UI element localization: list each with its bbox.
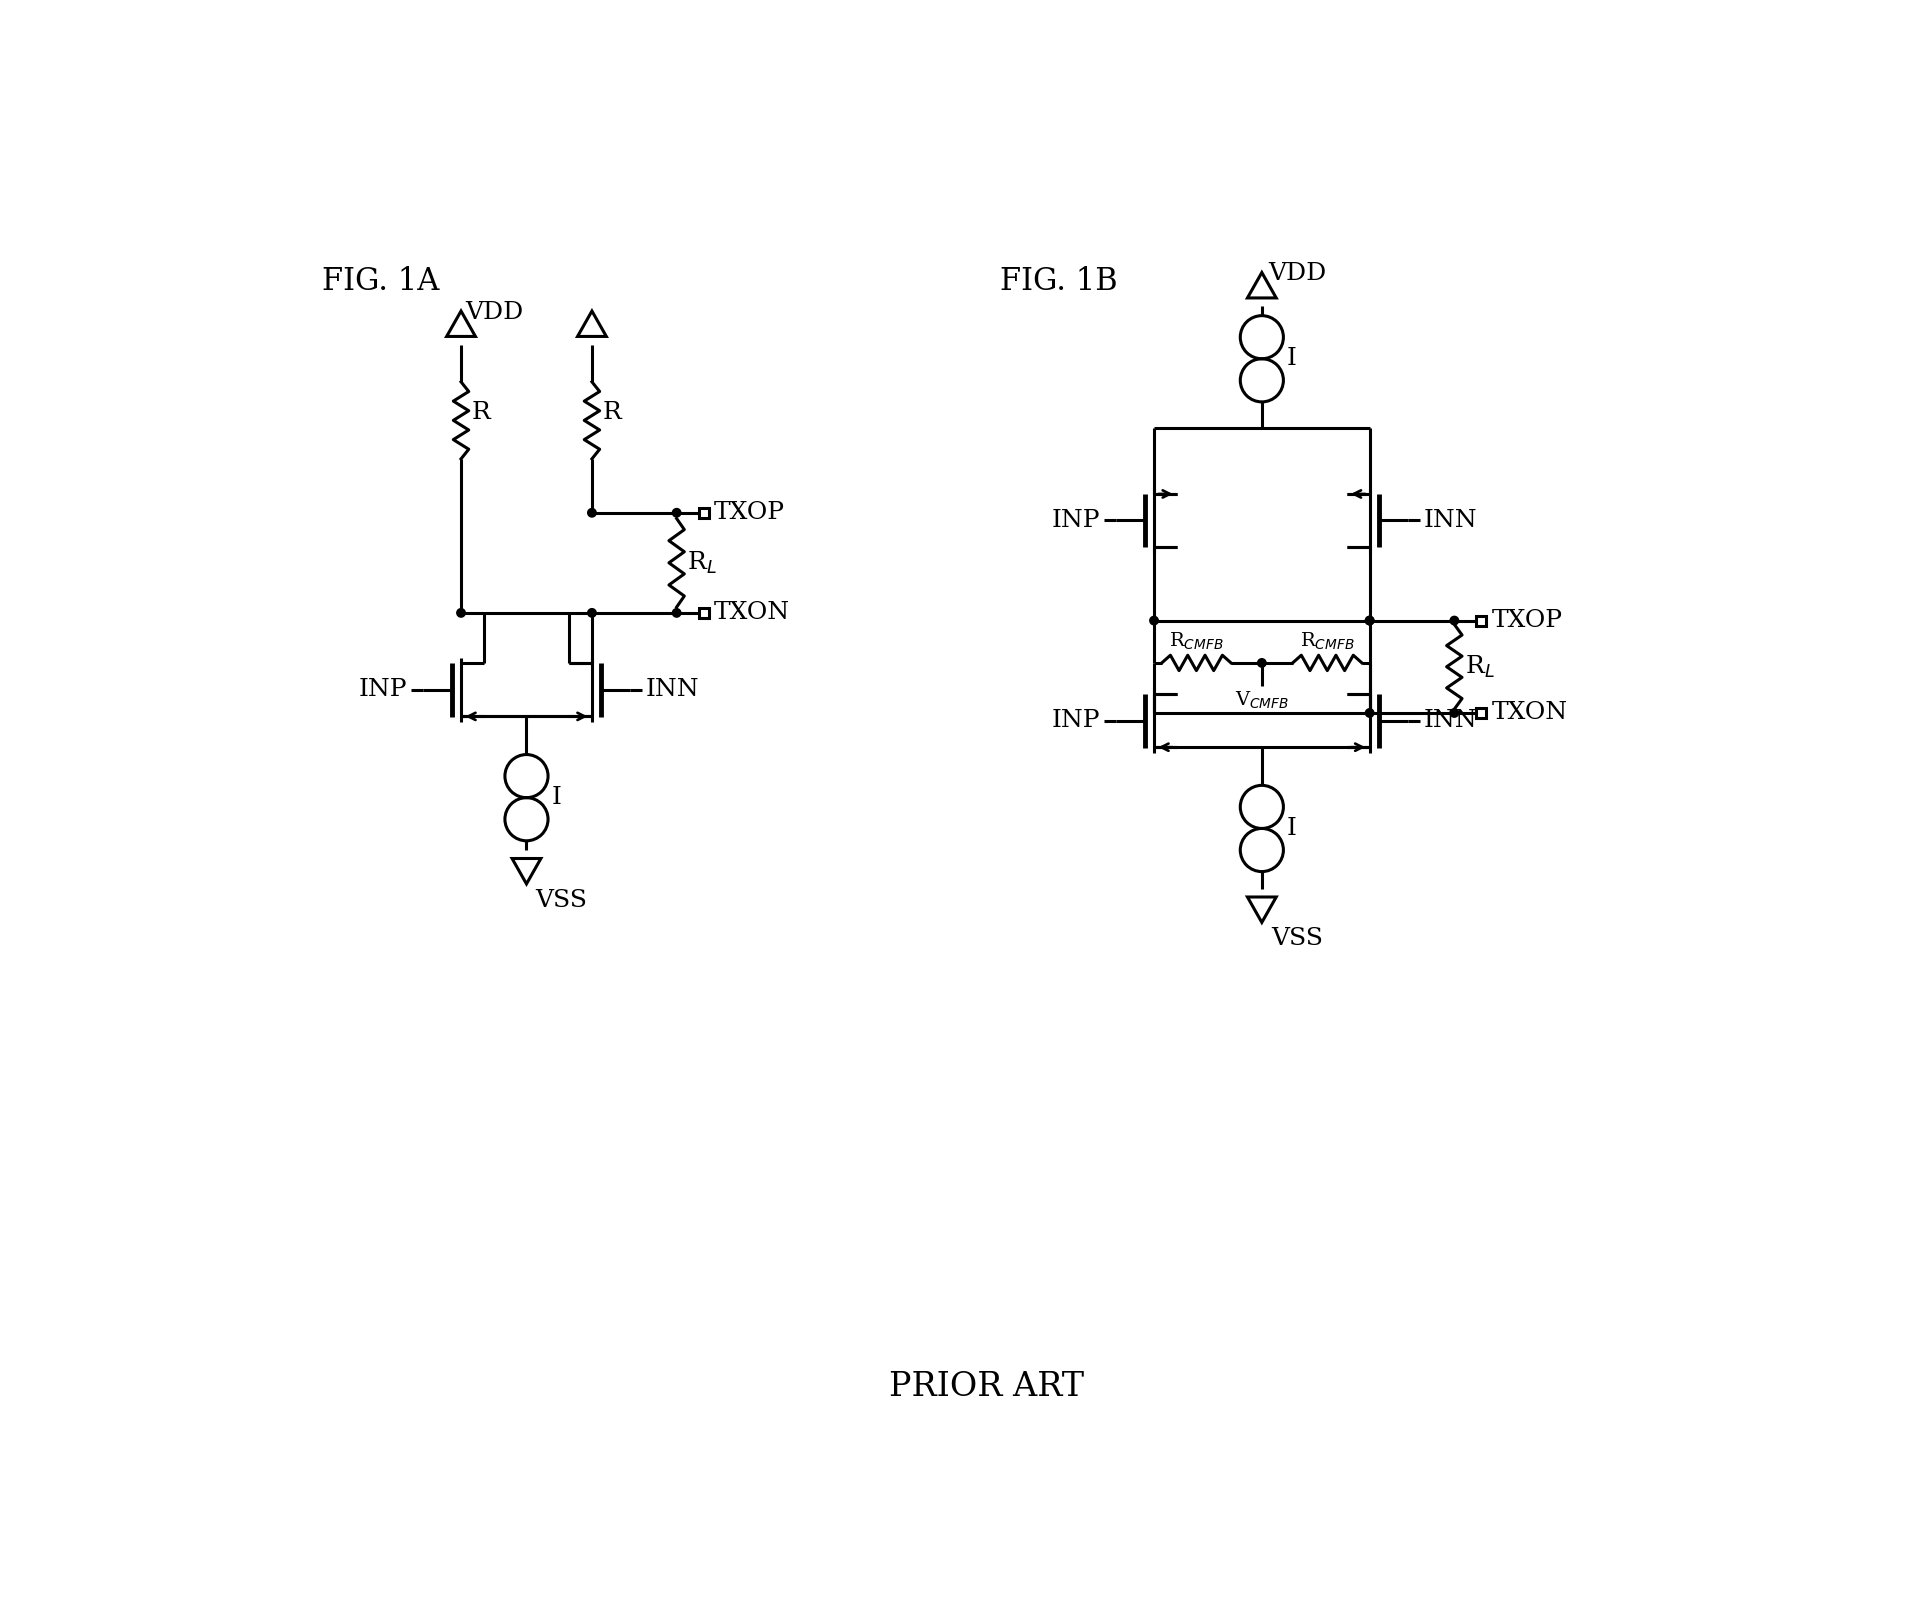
Text: R$_{CMFB}$: R$_{CMFB}$ (1299, 631, 1355, 652)
Circle shape (587, 508, 597, 518)
Text: V$_{CMFB}$: V$_{CMFB}$ (1234, 690, 1290, 711)
Text: TXOP: TXOP (1492, 609, 1563, 631)
Text: R$_L$: R$_L$ (1465, 654, 1496, 680)
Bar (699, 508, 708, 518)
Text: VSS: VSS (535, 888, 587, 912)
Text: I: I (551, 786, 560, 810)
Text: R$_L$: R$_L$ (687, 550, 718, 576)
Circle shape (1365, 709, 1374, 717)
Circle shape (456, 609, 466, 617)
Text: VDD: VDD (1269, 261, 1326, 286)
Text: INP: INP (1051, 709, 1101, 732)
Circle shape (672, 609, 681, 617)
Circle shape (1257, 659, 1267, 667)
Text: FIG. 1A: FIG. 1A (323, 266, 439, 297)
Text: INN: INN (647, 678, 699, 701)
Circle shape (1149, 617, 1159, 625)
Text: R$_{CMFB}$: R$_{CMFB}$ (1168, 631, 1224, 652)
Text: VDD: VDD (464, 302, 524, 325)
Circle shape (1365, 617, 1374, 625)
Circle shape (1365, 617, 1374, 625)
Bar (699, 609, 708, 618)
Circle shape (1450, 709, 1459, 717)
Text: INN: INN (1423, 709, 1476, 732)
Text: PRIOR ART: PRIOR ART (889, 1371, 1084, 1402)
Text: TXOP: TXOP (714, 502, 785, 524)
Circle shape (672, 508, 681, 518)
Circle shape (1450, 617, 1459, 625)
Text: VSS: VSS (1270, 927, 1322, 949)
Text: I: I (1286, 816, 1296, 841)
Text: TXON: TXON (714, 602, 789, 625)
Bar (1476, 615, 1486, 625)
Circle shape (587, 609, 597, 617)
Text: R: R (472, 401, 491, 424)
Text: I: I (1286, 347, 1296, 370)
Bar (1476, 708, 1486, 717)
Text: FIG. 1B: FIG. 1B (1001, 266, 1118, 297)
Text: INP: INP (358, 678, 406, 701)
Text: INP: INP (1051, 510, 1101, 532)
Text: TXON: TXON (1492, 701, 1567, 724)
Text: INN: INN (1423, 510, 1476, 532)
Text: R: R (603, 401, 622, 424)
